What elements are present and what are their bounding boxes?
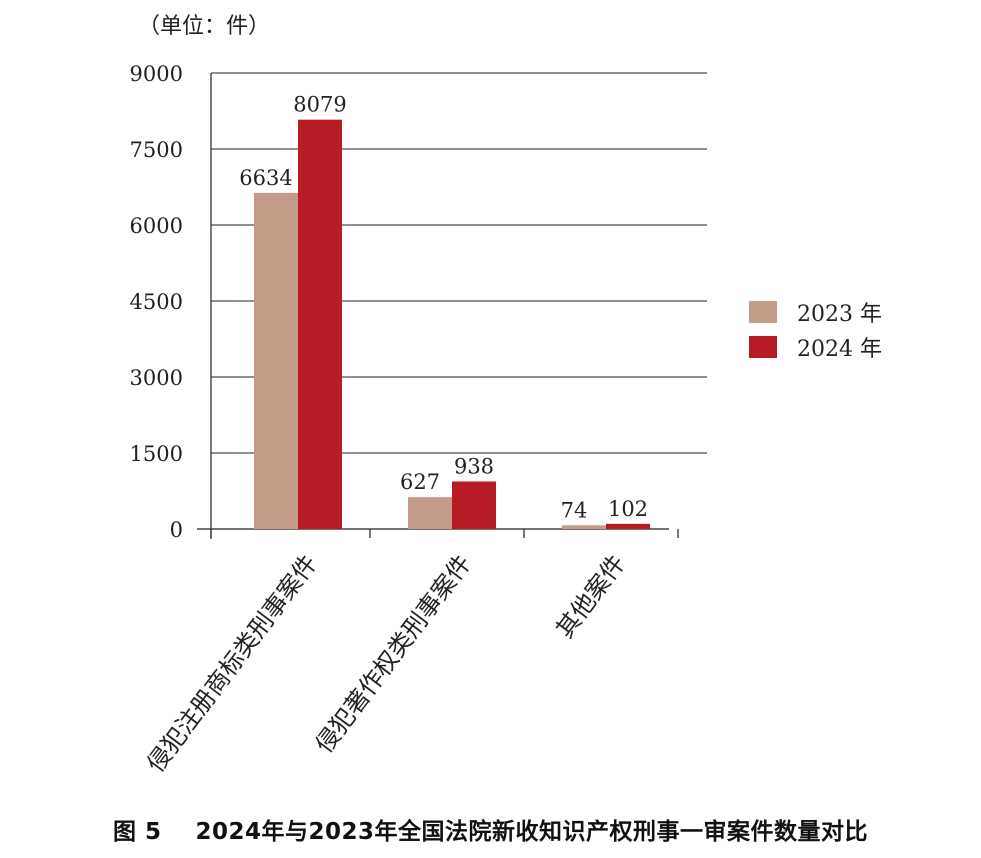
y-tick-labels: 0 1500 3000 4500 6000 7500 9000 — [130, 62, 183, 542]
legend-label: 2024 年 — [797, 337, 882, 362]
bar-chart: 0 1500 3000 4500 6000 7500 9000 6634 8079 627 938… — [130, 62, 882, 778]
unit-label: （单位：件） — [138, 14, 271, 39]
legend-swatch-2024 — [749, 336, 777, 358]
y-tick-label: 4500 — [130, 290, 183, 314]
figure-caption: 图 5 2024年与2023年全国法院新收知识产权刑事一审案件数量对比 — [0, 812, 981, 846]
data-label: 8079 — [293, 93, 346, 117]
y-tick-label: 6000 — [130, 214, 183, 238]
bar-2024 — [452, 481, 496, 529]
data-label: 6634 — [239, 166, 292, 190]
y-tick-label: 0 — [170, 518, 183, 542]
y-tick-label: 1500 — [130, 442, 183, 466]
data-label: 627 — [400, 470, 440, 494]
data-labels: 6634 8079 627 938 74 102 — [239, 93, 648, 523]
y-tick-label: 9000 — [130, 62, 183, 86]
legend: 2023 年 2024 年 — [749, 301, 882, 362]
bar-2024 — [298, 119, 342, 529]
data-label: 74 — [561, 498, 588, 522]
y-tick-label: 7500 — [130, 138, 183, 162]
bar-2024 — [606, 523, 650, 529]
bar-2023 — [562, 525, 606, 529]
legend-swatch-2023 — [749, 301, 777, 323]
figure-number: 图 5 — [112, 819, 162, 845]
x-tick-label: 侵犯注册商标类刑事案件 — [142, 550, 323, 778]
legend-label: 2023 年 — [797, 302, 882, 327]
data-label: 938 — [454, 454, 494, 478]
x-tick-label: 其他案件 — [551, 550, 631, 644]
bars — [254, 119, 650, 530]
bar-2023 — [254, 192, 298, 530]
bar-2023 — [408, 497, 452, 529]
y-tick-label: 3000 — [130, 366, 183, 390]
caption-text: 2024年与2023年全国法院新收知识产权刑事一审案件数量对比 — [195, 819, 869, 845]
data-label: 102 — [608, 497, 648, 521]
x-tick-label: 侵犯著作权类刑事案件 — [310, 550, 477, 759]
